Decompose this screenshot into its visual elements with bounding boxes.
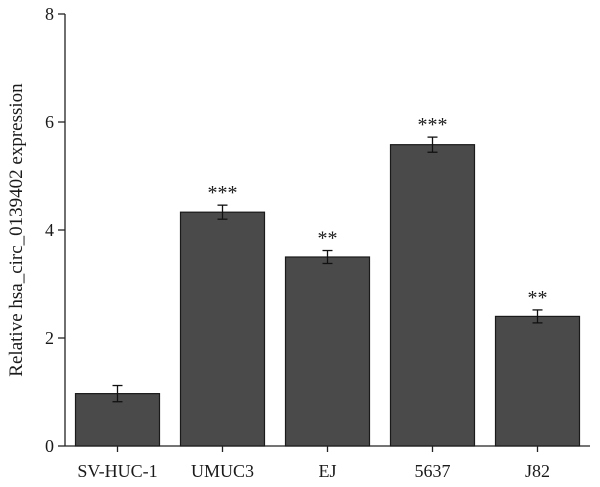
x-tick-label: J82: [525, 461, 550, 481]
bar: [389, 144, 476, 447]
bar: [284, 256, 371, 447]
y-tick-label: 0: [45, 436, 54, 456]
y-tick-label: 8: [45, 4, 54, 24]
bar: [494, 315, 581, 447]
significance-label: **: [528, 287, 548, 309]
y-tick-label: 2: [45, 328, 54, 348]
significance-label: ***: [418, 114, 448, 136]
significance-label: **: [318, 228, 338, 250]
y-tick-label: 6: [45, 112, 54, 132]
x-tick-label: UMUC3: [191, 461, 254, 481]
bar: [179, 211, 266, 447]
y-tick-label: 4: [45, 220, 54, 240]
x-tick-label: EJ: [319, 461, 337, 481]
significance-label: ***: [208, 182, 238, 204]
x-tick-label: 5637: [415, 461, 451, 481]
plot-area: 0 2 4 6 8 SV-HUC-1 *** UMUC3 ** EJ *** 5637 ** J82: [45, 4, 590, 481]
x-tick-label: SV-HUC-1: [77, 461, 157, 481]
y-axis-label: Relative hsa_circ_0139402 expression: [6, 83, 27, 377]
